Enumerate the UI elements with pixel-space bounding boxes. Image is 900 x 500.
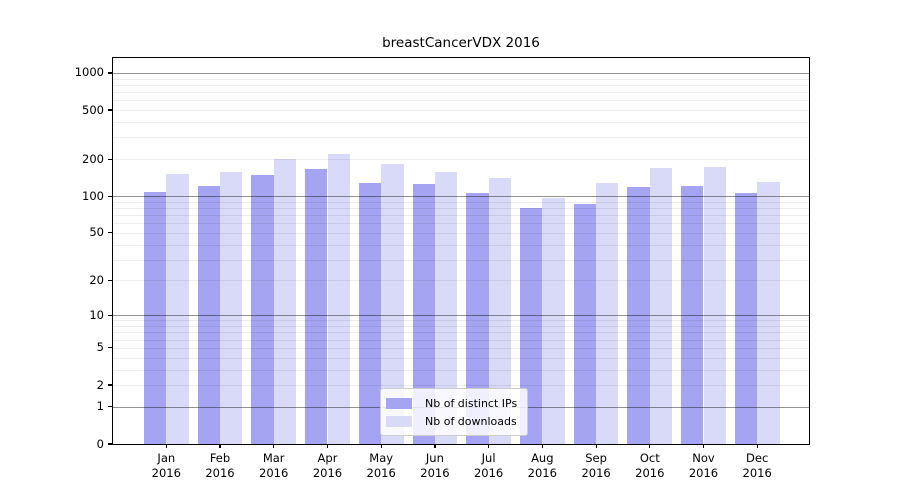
legend-row: Nb of downloads	[386, 412, 517, 430]
legend-label-downloads: Nb of downloads	[425, 414, 517, 428]
y-tick-mark	[108, 232, 112, 234]
y-tick-mark	[108, 158, 112, 160]
plot-area: Nb of distinct IPs Nb of downloads	[112, 57, 810, 445]
bar-downloads-nov	[703, 166, 726, 444]
bar-ips-jul	[466, 192, 489, 444]
bar-downloads-feb	[220, 172, 243, 444]
y-tick-mark	[108, 279, 112, 282]
bar-downloads-apr	[327, 154, 350, 444]
x-tick-label-dec: Dec 2016	[742, 451, 772, 480]
chart-title: breastCancerVDX 2016	[382, 35, 540, 51]
x-tick-mark	[165, 444, 167, 448]
x-tick-mark	[595, 444, 597, 448]
x-tick-mark	[434, 444, 436, 448]
x-tick-label-sep: Sep 2016	[581, 451, 611, 480]
y-tick-mark	[108, 384, 112, 386]
x-tick-mark	[756, 444, 758, 448]
legend-swatch-downloads	[386, 415, 412, 427]
gridline-700	[113, 92, 809, 93]
y-tick-mark	[108, 109, 112, 111]
bar-ips-oct	[627, 186, 650, 444]
legend-swatch-ips	[386, 397, 412, 409]
bar-downloads-jun	[434, 171, 458, 444]
y-tick-mark	[108, 314, 112, 316]
gridline-300	[113, 137, 809, 139]
gridline-500	[113, 110, 809, 111]
x-tick-label-nov: Nov 2016	[688, 451, 719, 480]
bar-ips-feb	[197, 186, 220, 444]
bar-downloads-oct	[649, 167, 673, 444]
x-tick-mark	[273, 444, 275, 448]
legend-row: Nb of distinct IPs	[386, 394, 517, 412]
y-tick-label-50: 50	[89, 225, 104, 240]
x-tick-label-jan: Jan 2016	[151, 451, 181, 480]
y-tick-label-1: 1	[96, 399, 104, 414]
x-tick-label-mar: Mar 2016	[259, 451, 289, 480]
x-tick-label-jul: Jul 2016	[473, 451, 504, 480]
bar-downloads-jul	[488, 177, 511, 444]
bar-downloads-aug	[542, 198, 565, 444]
gridline-1000	[113, 72, 809, 74]
bar-downloads-jan	[166, 173, 189, 444]
y-tick-label-1000: 1000	[74, 65, 104, 80]
gridline-200	[113, 159, 809, 161]
bar-ips-apr	[305, 169, 328, 444]
bar-ips-mar	[251, 174, 274, 444]
x-tick-label-oct: Oct 2016	[635, 451, 665, 480]
x-tick-mark	[702, 444, 705, 448]
y-tick-mark	[108, 406, 112, 408]
x-tick-mark	[541, 444, 543, 448]
x-tick-mark	[219, 444, 221, 448]
x-tick-mark	[380, 444, 382, 448]
bar-ips-nov	[681, 185, 704, 444]
y-tick-label-500: 500	[82, 102, 104, 117]
y-tick-mark	[108, 72, 112, 74]
bar-ips-jan	[143, 192, 167, 444]
bar-ips-jun	[412, 183, 435, 444]
x-tick-mark	[649, 444, 651, 448]
bar-ips-aug	[519, 207, 543, 444]
y-tick-label-5: 5	[96, 340, 104, 355]
gridline-800	[113, 84, 809, 86]
bar-ips-may	[358, 183, 382, 444]
x-tick-label-apr: Apr 2016	[312, 451, 343, 480]
bar-downloads-dec	[757, 182, 780, 444]
x-tick-label-jun: Jun 2016	[420, 451, 450, 480]
bar-ips-dec	[734, 193, 758, 444]
bar-ips-sep	[573, 203, 597, 444]
x-tick-mark	[326, 444, 329, 448]
gridline-400	[113, 122, 809, 123]
x-tick-label-aug: Aug 2016	[527, 451, 557, 480]
y-tick-mark	[108, 443, 112, 445]
legend-label-ips: Nb of distinct IPs	[425, 396, 518, 410]
y-tick-label-200: 200	[82, 151, 104, 166]
gridline-900	[113, 78, 809, 80]
bar-downloads-may	[381, 164, 404, 444]
bar-downloads-sep	[596, 182, 619, 444]
legend: Nb of distinct IPs Nb of downloads	[380, 388, 529, 436]
y-tick-label-100: 100	[82, 188, 104, 203]
y-tick-label-0: 0	[96, 436, 104, 451]
y-tick-mark	[108, 347, 112, 349]
y-tick-mark	[108, 195, 112, 197]
x-tick-label-may: May 2016	[366, 451, 396, 480]
x-tick-label-feb: Feb 2016	[205, 451, 235, 480]
y-tick-label-10: 10	[89, 307, 104, 322]
x-tick-mark	[488, 444, 490, 448]
y-tick-label-20: 20	[89, 272, 104, 287]
y-tick-label-2: 2	[96, 377, 104, 392]
gridline-600	[113, 100, 809, 102]
bar-downloads-mar	[273, 159, 297, 444]
